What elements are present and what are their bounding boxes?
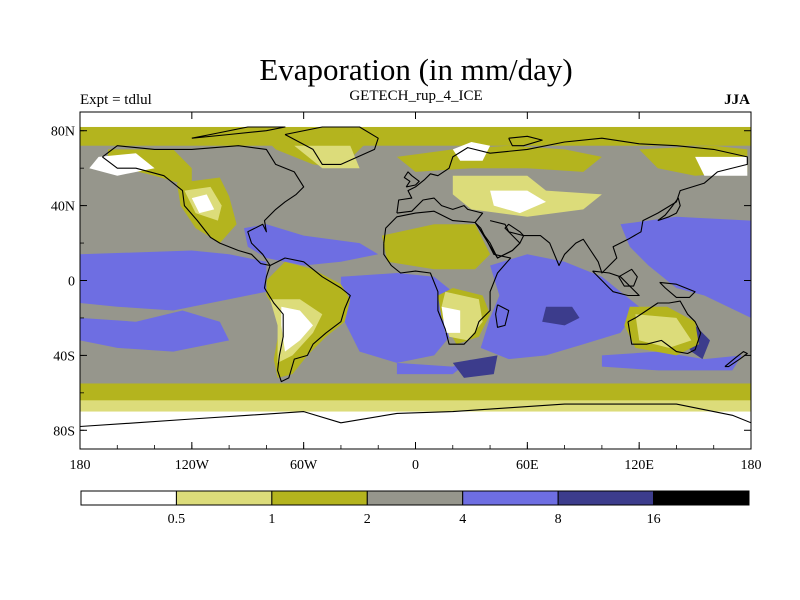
colorbar-swatch bbox=[557, 490, 655, 506]
colorbar-swatch bbox=[366, 490, 464, 506]
x-tick-label: 60E bbox=[516, 458, 539, 473]
japan-coast bbox=[657, 197, 681, 222]
south-atlantic-blue bbox=[340, 273, 453, 363]
central-asia-white bbox=[490, 190, 546, 214]
australia-pale bbox=[635, 314, 692, 348]
east-siberia-white bbox=[695, 156, 748, 176]
madagascar-coast bbox=[495, 304, 510, 328]
x-tick-label: 60W bbox=[290, 458, 318, 473]
y-tick-label: 40N bbox=[51, 200, 75, 215]
colorbar-swatch bbox=[653, 490, 750, 506]
x-tick-label: 180 bbox=[70, 458, 91, 473]
colorbar-swatch bbox=[271, 490, 368, 506]
southern-africa-white bbox=[441, 306, 461, 333]
antarctica-coast bbox=[80, 403, 751, 428]
colorbar-swatch bbox=[80, 490, 177, 506]
arctic-olive-band bbox=[80, 126, 751, 146]
western-us-white bbox=[191, 194, 215, 214]
new-zealand-coast bbox=[724, 351, 748, 368]
south-atlantic-south-blue bbox=[396, 359, 472, 375]
colorbar-label: 2 bbox=[364, 512, 371, 527]
x-tick-label: 120W bbox=[175, 458, 210, 473]
arctic-islands-coast bbox=[191, 126, 286, 139]
eurasia-north-olive bbox=[396, 145, 602, 172]
colorbar-label: 0.5 bbox=[168, 512, 186, 527]
season-label: JJA bbox=[724, 92, 750, 108]
colorbar-swatch bbox=[462, 490, 559, 506]
indonesia-coast bbox=[592, 270, 640, 297]
australia-coast bbox=[627, 300, 702, 355]
arctic-white-band bbox=[80, 112, 751, 127]
pacific-south-blue bbox=[80, 310, 230, 352]
britain-coast bbox=[403, 171, 420, 188]
colorbar-swatch bbox=[175, 490, 273, 506]
x-tick-label: 0 bbox=[412, 458, 419, 473]
south-america-coast bbox=[263, 257, 351, 383]
chart-title: Evaporation (in mm/day) bbox=[259, 52, 573, 87]
southern-indian-blue bbox=[601, 351, 742, 371]
navy-patch-indian bbox=[542, 306, 580, 326]
south-america-white bbox=[281, 306, 313, 352]
gulf-caribbean-blue bbox=[244, 224, 379, 266]
africa-coast bbox=[383, 210, 512, 345]
x-axis: 180 120W 60W 0 60E 120E 180 bbox=[70, 112, 762, 473]
y-tick-label: 0 bbox=[68, 275, 75, 290]
greenland-coast bbox=[284, 126, 379, 165]
x-tick-label: 120E bbox=[624, 458, 654, 473]
experiment-label: Expt = tdlul bbox=[80, 92, 152, 108]
west-pacific-blue bbox=[620, 216, 751, 318]
x-tick-label: 180 bbox=[741, 458, 762, 473]
greenland-pale bbox=[294, 145, 360, 169]
y-axis: 80N 40N 0 40S 80S bbox=[51, 125, 751, 439]
chart-subtitle: GETECH_rup_4_ICE bbox=[349, 88, 483, 104]
north-africa-olive bbox=[381, 224, 491, 270]
borneo-coast bbox=[618, 268, 638, 287]
arabia-coast bbox=[478, 220, 525, 259]
north-america-coast bbox=[102, 145, 305, 267]
scandinavia-white bbox=[452, 142, 491, 161]
arctic-islands-east-coast bbox=[508, 135, 543, 147]
eurasia-coast bbox=[396, 137, 748, 274]
y-tick-label: 80N bbox=[51, 125, 75, 140]
colorbar-label: 8 bbox=[555, 512, 562, 527]
evaporation-map bbox=[80, 112, 751, 449]
colorbar: 0.5 1 2 4 8 16 bbox=[80, 490, 750, 527]
colorbar-label: 1 bbox=[268, 512, 275, 527]
y-tick-label: 40S bbox=[53, 349, 75, 364]
y-tick-label: 80S bbox=[53, 424, 75, 439]
pacific-north-tropical-blue bbox=[80, 250, 267, 311]
colorbar-label: 16 bbox=[647, 512, 661, 527]
navy-patch-south-africa bbox=[452, 355, 498, 378]
new-guinea-coast bbox=[659, 281, 696, 298]
colorbar-label: 4 bbox=[459, 512, 466, 527]
